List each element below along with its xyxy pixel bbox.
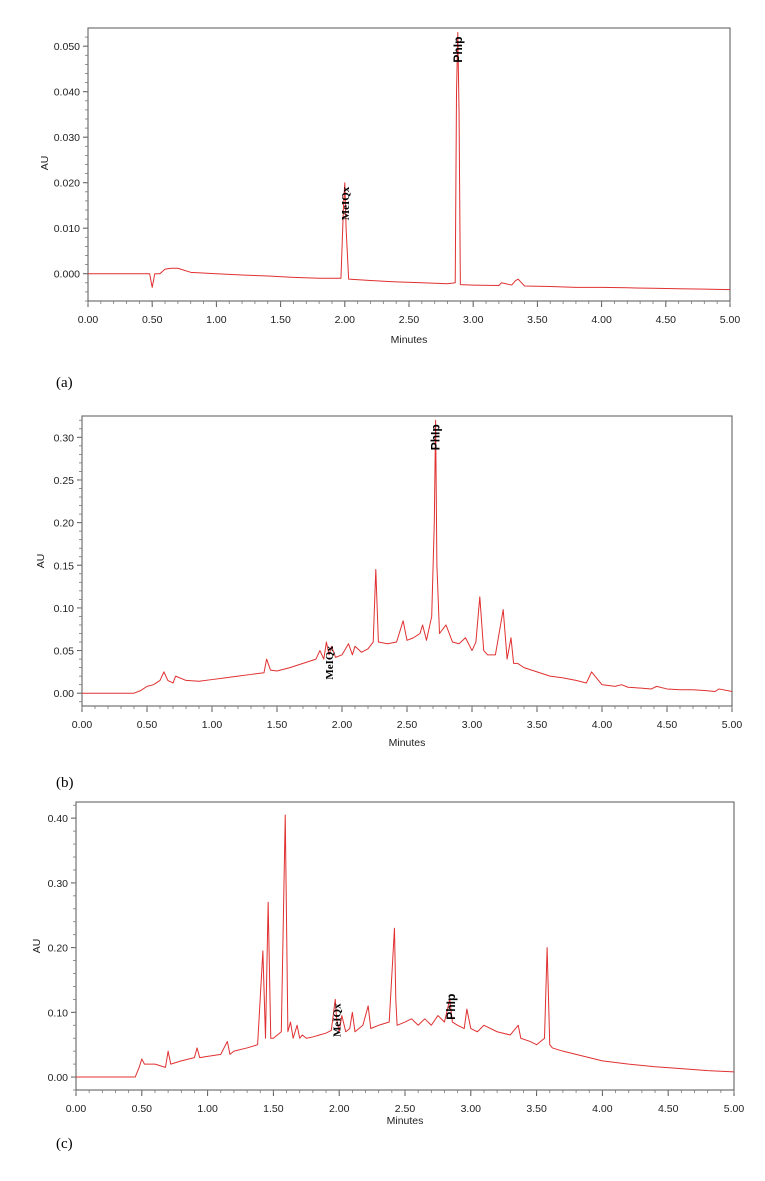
y-tick-label: 0.25	[54, 475, 75, 487]
plot-frame	[87, 27, 731, 302]
peak-label: MeIQx	[332, 1003, 344, 1037]
plot-frame	[81, 415, 733, 707]
x-tick-label: 2.00	[329, 1103, 350, 1115]
x-tick-label: 4.00	[592, 1103, 613, 1115]
y-tick-label: 0.40	[48, 813, 69, 825]
data-series	[88, 32, 731, 291]
peak-label: MeIQx	[340, 186, 352, 220]
x-tick-label: 4.50	[658, 1103, 679, 1115]
peak-label: PhIp	[451, 37, 465, 63]
x-tick-label: 3.50	[526, 1103, 547, 1115]
x-tick-label: 3.00	[461, 1103, 482, 1115]
x-tick-label: 4.00	[592, 719, 613, 731]
x-axis-ticks: 0.00 0.50 1.00 1.50 2.00 2.50 3.00 3.50 4.00 4.50…	[66, 1090, 745, 1115]
peak-annotations: MeIQx PhIp	[324, 424, 443, 679]
chart-panel-c: 0.00 0.10 0.20 0.30 0.40 0.00 0.50 1.00 1.50 2.0…	[31, 801, 745, 1152]
x-tick-label: 3.50	[527, 314, 548, 326]
y-tick-label: 0.000	[54, 269, 80, 281]
y-axis-ticks: 0.000 0.010 0.020 0.030 0.040 0.050	[54, 36, 88, 302]
peak-annotations: MeIQx PhIp	[332, 994, 459, 1037]
x-axis-ticks: 0.00 0.50 1.00 1.50 2.00 2.50 3.00 3.50 4.00 4.50…	[72, 706, 743, 731]
y-tick-label: 0.20	[54, 518, 75, 530]
x-tick-label: 0.00	[72, 719, 93, 731]
x-tick-label: 1.00	[202, 719, 223, 731]
x-axis-title: Minutes	[387, 1115, 424, 1127]
y-tick-label: 0.15	[54, 560, 75, 572]
x-tick-label: 5.00	[720, 314, 741, 326]
y-axis-ticks: 0.00 0.05 0.10 0.15 0.20 0.25 0.30	[54, 419, 82, 703]
panel-label: (c)	[56, 1136, 73, 1152]
x-tick-label: 5.00	[724, 1103, 745, 1115]
x-tick-label: 2.00	[335, 314, 356, 326]
x-axis-title: Minutes	[391, 334, 428, 346]
y-tick-label: 0.020	[54, 178, 80, 190]
x-axis-title: Minutes	[389, 737, 426, 749]
peak-annotations: MeIQx PhIp	[340, 37, 465, 221]
chromatogram-line	[82, 419, 733, 694]
peak-label: MeIQx	[324, 646, 336, 680]
chromatogram-line	[76, 814, 735, 1078]
x-tick-label: 1.50	[267, 719, 288, 731]
x-tick-label: 1.00	[197, 1103, 218, 1115]
y-tick-label: 0.20	[48, 943, 69, 955]
x-tick-label: 3.00	[462, 719, 483, 731]
x-tick-label: 1.50	[270, 314, 291, 326]
panel-label: (a)	[56, 375, 73, 391]
y-axis-title: AU	[35, 554, 47, 569]
x-tick-label: 0.50	[132, 1103, 153, 1115]
x-tick-label: 0.50	[137, 719, 158, 731]
y-tick-label: 0.10	[48, 1007, 69, 1019]
x-tick-label: 4.00	[591, 314, 612, 326]
y-axis-title: AU	[31, 939, 43, 954]
y-tick-label: 0.050	[54, 41, 80, 53]
data-series	[82, 419, 733, 694]
peak-label: PhIp	[429, 424, 443, 450]
panel-label: (b)	[56, 775, 74, 791]
y-axis-title: AU	[39, 156, 51, 171]
x-tick-label: 1.00	[206, 314, 227, 326]
y-tick-label: 0.00	[48, 1072, 69, 1084]
x-tick-label: 0.00	[66, 1103, 87, 1115]
x-tick-label: 4.50	[656, 314, 677, 326]
x-tick-label: 4.50	[657, 719, 678, 731]
y-tick-label: 0.00	[54, 688, 75, 700]
y-tick-label: 0.030	[54, 132, 80, 144]
plot-frame	[75, 801, 735, 1091]
x-tick-label: 2.00	[332, 719, 353, 731]
x-tick-label: 1.50	[263, 1103, 284, 1115]
y-tick-label: 0.010	[54, 223, 80, 235]
peak-label: PhIp	[444, 994, 458, 1020]
y-tick-label: 0.040	[54, 87, 80, 99]
y-tick-label: 0.30	[48, 878, 69, 890]
y-tick-label: 0.10	[54, 603, 75, 615]
y-axis-ticks: 0.00 0.10 0.20 0.30 0.40	[48, 804, 76, 1091]
y-tick-label: 0.30	[54, 432, 75, 444]
data-series	[76, 814, 735, 1078]
x-tick-label: 2.50	[397, 719, 418, 731]
chromatogram-line	[88, 32, 731, 291]
x-tick-label: 2.50	[399, 314, 420, 326]
chart-panel-a: 0.000 0.010 0.020 0.030 0.040 0.050 0.00 0.50 1…	[39, 27, 741, 391]
x-tick-label: 5.00	[722, 719, 743, 731]
x-tick-label: 2.50	[395, 1103, 416, 1115]
x-tick-label: 0.00	[78, 314, 99, 326]
x-tick-label: 3.50	[527, 719, 548, 731]
x-tick-label: 0.50	[142, 314, 163, 326]
x-axis-ticks: 0.00 0.50 1.00 1.50 2.00 2.50 3.00 3.50 4.00 4.50…	[78, 301, 741, 326]
chart-panel-b: 0.00 0.05 0.10 0.15 0.20 0.25 0.30 0.00 0.50 1.0…	[35, 415, 743, 791]
x-tick-label: 3.00	[463, 314, 484, 326]
y-tick-label: 0.05	[54, 646, 75, 658]
